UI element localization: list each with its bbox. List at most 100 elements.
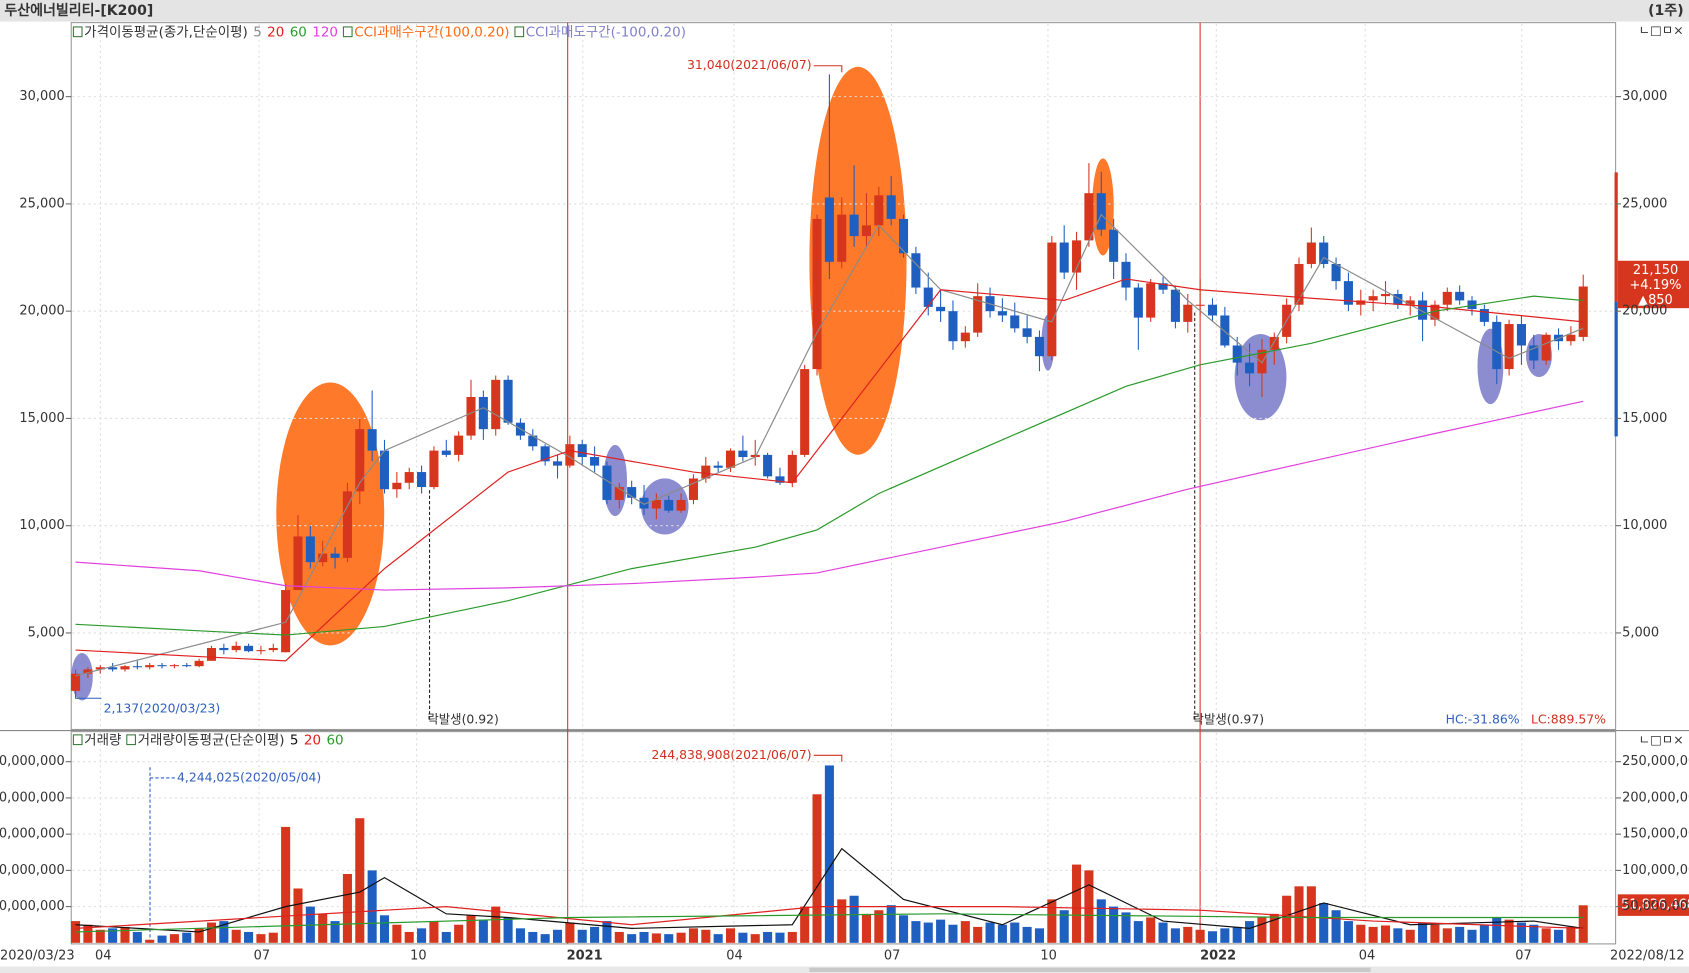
candle-body <box>849 214 859 237</box>
candle-body <box>725 450 736 468</box>
legend-item: 20 <box>304 732 321 748</box>
volume-bar <box>1133 921 1143 943</box>
volume-bar <box>157 935 167 943</box>
candle-body <box>478 396 488 430</box>
volume-bar <box>948 924 958 943</box>
x-tick-label: 07 <box>884 948 900 963</box>
volume-bar <box>194 928 204 943</box>
candle-body <box>367 429 377 451</box>
candle-body <box>132 666 142 668</box>
volume-bar <box>997 924 1007 943</box>
candle-body <box>1516 324 1526 346</box>
volume-bar <box>503 917 513 943</box>
volume-bar <box>1034 928 1045 943</box>
volume-bar <box>540 934 550 943</box>
volume-bar <box>639 931 649 943</box>
candle-body <box>528 435 538 447</box>
candle-body <box>775 476 785 483</box>
volume-bar <box>1146 917 1156 943</box>
candle-body <box>404 472 414 483</box>
y-tick-label: 30,000 <box>19 89 64 104</box>
hc-label: HC:-31.86% <box>1446 711 1520 726</box>
volume-bar <box>108 928 118 943</box>
volume-bar <box>355 818 365 943</box>
scroll-thumb[interactable] <box>809 967 1371 972</box>
volume-bar <box>787 931 797 943</box>
y-tick-label-right: 15,000 <box>1622 411 1667 426</box>
candle-body <box>1146 283 1156 318</box>
candle-body <box>1430 304 1440 320</box>
volume-bar <box>1343 921 1353 943</box>
panel-controls[interactable]: ㄴ□ㅁ× <box>1639 732 1684 747</box>
window-title: 두산에너빌리티-[K200] <box>4 2 153 19</box>
volume-bar <box>824 765 834 943</box>
last-change: ▲850 <box>1638 293 1673 308</box>
volume-panel <box>70 731 1617 945</box>
panel-controls[interactable]: ㄴ□ㅁ× <box>1639 23 1684 38</box>
volume-bar <box>417 928 427 943</box>
volume-bar <box>231 929 241 943</box>
candle-body <box>1072 240 1082 273</box>
candle-body <box>491 379 501 430</box>
volume-bar <box>95 929 105 943</box>
candle-body <box>1133 287 1143 318</box>
volume-bar <box>775 932 785 943</box>
price-range-bar <box>1614 301 1618 437</box>
volume-bar <box>923 922 933 943</box>
min-label: 4,244,025(2020/05/04) <box>177 769 321 784</box>
x-tick-label: 10 <box>1040 948 1056 963</box>
candle-body <box>1442 291 1452 305</box>
candle-body <box>268 647 278 651</box>
candle-body <box>429 450 439 488</box>
price-range-bar <box>1614 172 1618 302</box>
volume-bar <box>1207 931 1218 943</box>
peak-label: 244,838,908(2021/06/07) <box>652 747 812 762</box>
candle-body <box>874 195 884 226</box>
y-tick-label: 200,000,000 <box>0 790 65 805</box>
volume-bar <box>1245 921 1255 943</box>
volume-bar <box>1257 917 1267 943</box>
candle-body <box>552 461 563 466</box>
candle-body <box>960 332 970 342</box>
volume-bar <box>886 905 896 943</box>
candle-body <box>1158 283 1168 290</box>
volume-bar <box>330 921 340 943</box>
candle-body <box>1232 345 1242 363</box>
volume-bar <box>701 929 711 943</box>
volume-bar <box>256 934 266 943</box>
candle-body <box>886 195 896 219</box>
candle-body <box>688 478 698 500</box>
volume-bar <box>454 924 464 943</box>
legend-item: CCI과매수구간(100,0.20) <box>354 24 509 40</box>
candle-body <box>379 450 390 490</box>
signal-label: 락발생(0.92) <box>427 711 499 726</box>
legend-item: 거래량 <box>84 732 121 748</box>
candle-body <box>1393 294 1403 305</box>
candle-body <box>293 536 303 591</box>
volume-bar <box>602 921 612 943</box>
candle-body <box>899 218 909 254</box>
moving-average <box>75 913 1584 933</box>
candle-body <box>1541 334 1551 361</box>
legend-item: 20 <box>267 24 284 40</box>
candle-body <box>997 311 1007 316</box>
y-tick-label-right: 5,000 <box>1622 625 1659 640</box>
volume-bar <box>1393 928 1403 943</box>
y-tick-label: 150,000,000 <box>0 827 65 842</box>
candle-body <box>664 499 674 511</box>
volume-bar <box>713 934 723 943</box>
high-label: 31,040(2021/06/07) <box>687 57 812 72</box>
candle-body <box>1245 362 1255 374</box>
volume-bar <box>478 919 488 943</box>
candle-body <box>651 499 661 509</box>
candle-body <box>157 665 167 667</box>
candle-body <box>95 667 105 670</box>
candle-body <box>861 225 871 237</box>
y-tick-label: 50,000,000 <box>0 899 65 914</box>
volume-bar <box>1269 913 1279 943</box>
candle-body <box>1183 304 1193 322</box>
legend-checkbox <box>126 734 136 746</box>
volume-bar <box>1529 924 1539 943</box>
candle-body <box>1121 261 1131 288</box>
candle-body <box>342 491 352 558</box>
